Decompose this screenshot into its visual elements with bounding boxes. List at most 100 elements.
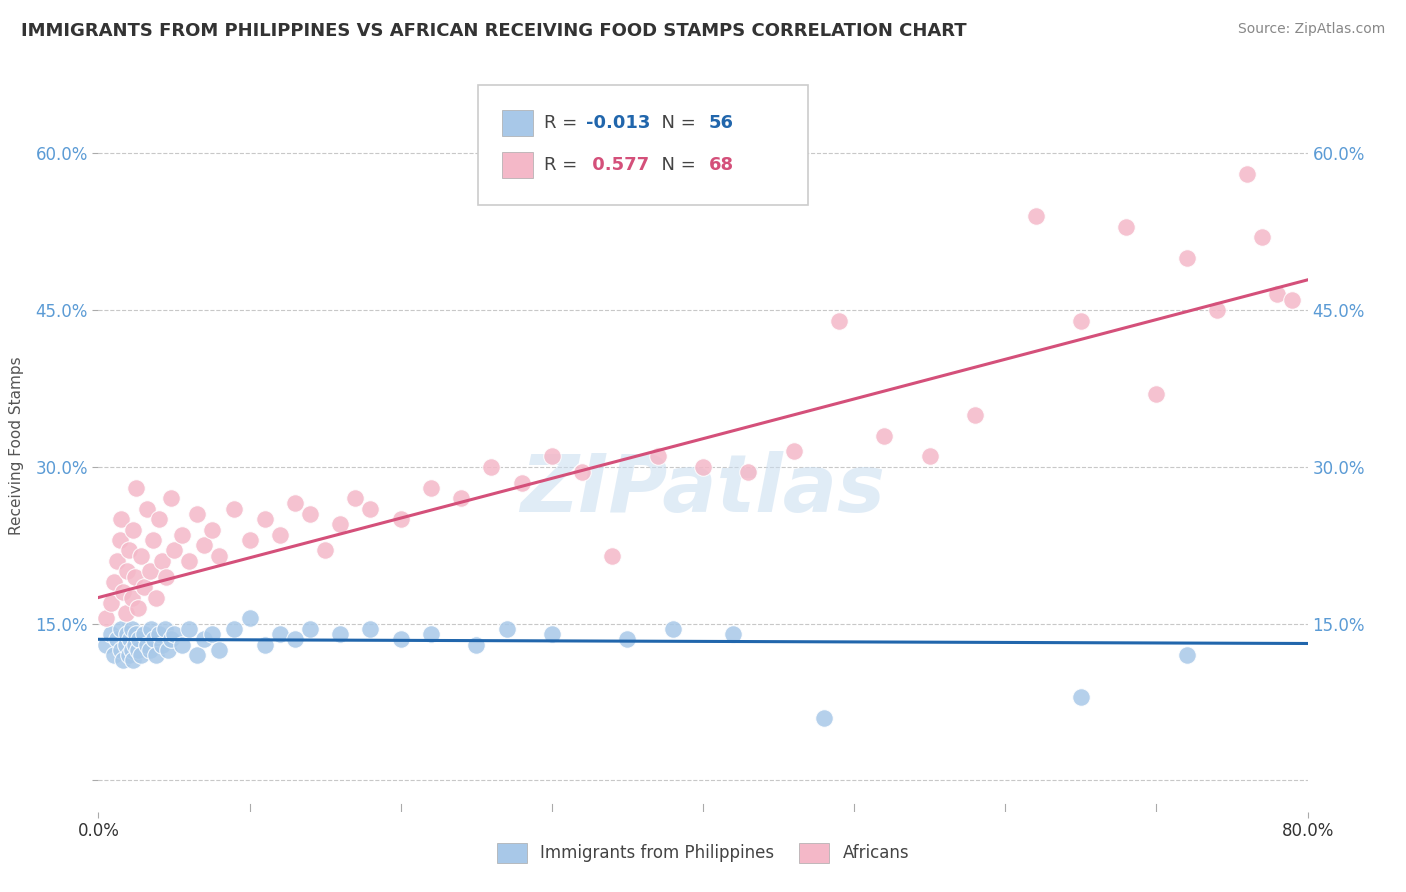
Point xyxy=(124,569,146,583)
Point xyxy=(692,459,714,474)
Point xyxy=(208,549,231,563)
Point xyxy=(1267,287,1289,301)
Point xyxy=(139,642,162,657)
Text: -0.013: -0.013 xyxy=(586,114,651,132)
Point xyxy=(145,591,167,605)
Point xyxy=(1024,209,1046,223)
Point xyxy=(965,408,987,422)
Point xyxy=(108,533,131,547)
Point xyxy=(160,491,183,506)
Point xyxy=(121,642,143,657)
Text: ZIPatlas: ZIPatlas xyxy=(520,450,886,529)
Point xyxy=(186,507,208,521)
Text: R =: R = xyxy=(544,114,583,132)
Point xyxy=(163,627,186,641)
Point xyxy=(111,585,134,599)
Point xyxy=(450,491,472,506)
Point xyxy=(239,611,262,625)
Point xyxy=(571,465,593,479)
Point xyxy=(389,512,412,526)
Point xyxy=(150,554,173,568)
Point xyxy=(239,533,262,547)
Point xyxy=(299,507,322,521)
Point xyxy=(329,517,352,532)
Point xyxy=(1236,167,1258,181)
Point xyxy=(1070,313,1092,327)
Point xyxy=(661,622,683,636)
Point xyxy=(115,565,138,579)
Text: N =: N = xyxy=(650,156,702,174)
Point xyxy=(103,648,125,662)
Point xyxy=(124,638,146,652)
Point xyxy=(186,648,208,662)
Point xyxy=(284,496,307,510)
Point xyxy=(360,622,382,636)
Point xyxy=(813,711,835,725)
Point xyxy=(314,543,336,558)
Point xyxy=(118,648,141,662)
Text: 56: 56 xyxy=(709,114,734,132)
Point xyxy=(142,533,165,547)
Point xyxy=(510,475,533,490)
Point xyxy=(100,596,122,610)
Point xyxy=(208,642,231,657)
Legend: Immigrants from Philippines, Africans: Immigrants from Philippines, Africans xyxy=(491,837,915,869)
Point xyxy=(420,481,443,495)
Point xyxy=(389,632,412,647)
Point xyxy=(120,632,142,647)
Point xyxy=(110,512,132,526)
Point xyxy=(156,642,179,657)
Point xyxy=(121,622,143,636)
Point xyxy=(723,627,745,641)
Point xyxy=(141,622,163,636)
Point xyxy=(481,459,503,474)
Point xyxy=(193,632,215,647)
Point xyxy=(465,638,488,652)
Point xyxy=(148,627,170,641)
Point xyxy=(647,450,669,464)
Point xyxy=(873,428,896,442)
Point xyxy=(105,554,128,568)
Point xyxy=(1206,303,1229,318)
Point xyxy=(129,549,152,563)
Point xyxy=(179,554,201,568)
Point xyxy=(94,611,117,625)
Point xyxy=(125,481,148,495)
Text: N =: N = xyxy=(650,114,702,132)
Point xyxy=(150,638,173,652)
Point xyxy=(360,501,382,516)
Point xyxy=(602,549,624,563)
Point xyxy=(125,627,148,641)
Point xyxy=(1070,690,1092,704)
Point xyxy=(135,501,157,516)
Point xyxy=(201,523,224,537)
Point xyxy=(127,642,149,657)
Point xyxy=(155,569,177,583)
Point xyxy=(103,574,125,589)
Point xyxy=(129,648,152,662)
Point xyxy=(122,653,145,667)
Point xyxy=(540,450,562,464)
Point xyxy=(94,638,117,652)
Point xyxy=(160,632,183,647)
Point xyxy=(148,512,170,526)
Point xyxy=(344,491,367,506)
Point xyxy=(224,622,246,636)
Text: R =: R = xyxy=(544,156,583,174)
Point xyxy=(110,622,132,636)
Point xyxy=(132,627,155,641)
Point xyxy=(139,565,162,579)
Point xyxy=(201,627,224,641)
Point xyxy=(110,642,132,657)
Point xyxy=(170,638,193,652)
Text: Source: ZipAtlas.com: Source: ZipAtlas.com xyxy=(1237,22,1385,37)
Point xyxy=(1281,293,1303,307)
Point xyxy=(918,450,941,464)
Point xyxy=(105,632,128,647)
Point xyxy=(153,622,176,636)
Point xyxy=(253,512,276,526)
Point xyxy=(122,523,145,537)
Point xyxy=(224,501,246,516)
Y-axis label: Receiving Food Stamps: Receiving Food Stamps xyxy=(10,357,24,535)
Point xyxy=(284,632,307,647)
